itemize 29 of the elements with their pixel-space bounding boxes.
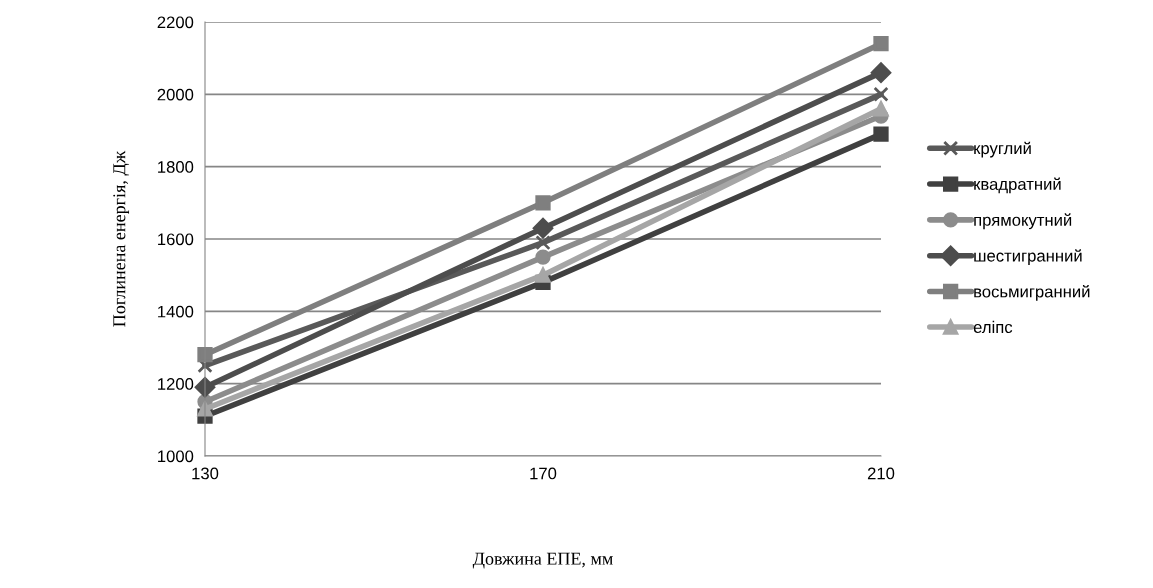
point <box>532 217 554 239</box>
point <box>870 62 892 83</box>
y-tick-label: 1200 <box>158 378 194 390</box>
x-tick-label: 170 <box>530 467 557 480</box>
point <box>535 267 551 283</box>
point <box>535 195 551 211</box>
legend-label: еліпс <box>973 320 1013 334</box>
point <box>535 234 551 251</box>
y-tick-label: 2000 <box>157 88 194 101</box>
point <box>873 86 889 102</box>
legend-label: восьмигранний <box>974 284 1090 301</box>
y-tick-label: 1600 <box>158 233 194 246</box>
y-tick-label: 1000 <box>158 450 194 463</box>
legend-label: круглий <box>974 141 1031 158</box>
y-axis-title: Поглинена енергія, Дж <box>113 150 130 327</box>
x-tick-label: 210 <box>867 467 895 480</box>
x-axis-title: Довжина ЕПЕ, мм <box>472 552 613 569</box>
legend-label: квадратний <box>974 177 1061 194</box>
point <box>535 249 551 265</box>
y-tick-label: 1400 <box>158 305 194 318</box>
point <box>873 126 889 142</box>
point <box>873 101 889 117</box>
y-tick-label: 1800 <box>158 161 194 173</box>
point <box>197 347 213 363</box>
point <box>873 36 889 52</box>
legend-label: шестигранний <box>974 249 1082 265</box>
y-tick-label: 2200 <box>157 16 194 29</box>
x-tick-label: 130 <box>192 467 219 480</box>
legend-label: прямокутний <box>974 213 1072 230</box>
